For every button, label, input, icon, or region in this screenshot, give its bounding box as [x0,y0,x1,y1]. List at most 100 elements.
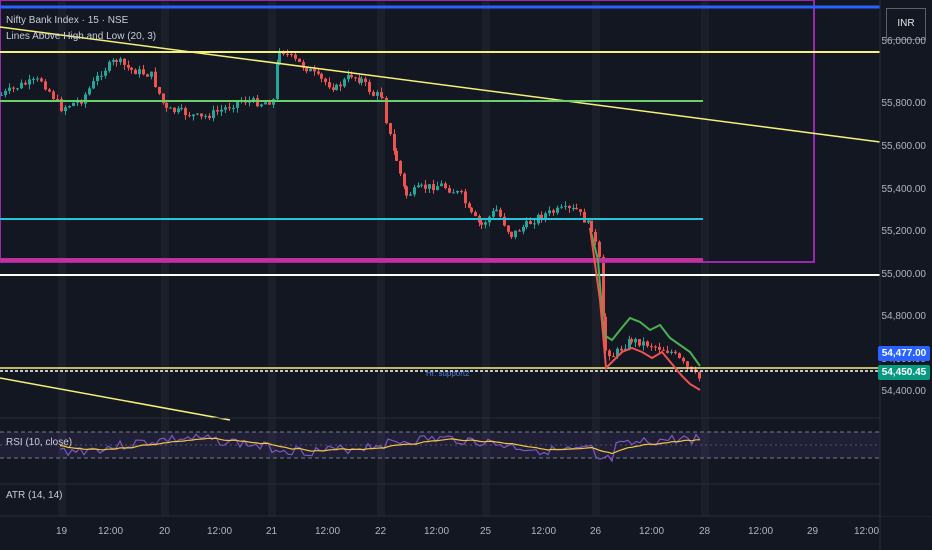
candle-body [220,109,223,112]
time-label: 19 [56,526,68,537]
time-label: 12:00 [98,526,124,537]
candle-body [604,316,607,351]
candle-body [552,210,555,213]
candle-body [602,256,605,317]
candle-body [278,51,281,64]
time-label: 12:00 [424,526,450,537]
candle-body [309,68,312,72]
candle-body [674,351,677,354]
candle-body [662,349,665,351]
candle-body [424,184,427,189]
time-label: 12:00 [315,526,341,537]
price-label: 55,800.00 [881,98,927,109]
candle-body [40,78,43,82]
candle-body [177,108,180,113]
candle-body [470,207,473,213]
candle-body [188,115,191,117]
price-label: 54,800.00 [881,311,927,322]
candle-body [583,211,586,223]
candle-body [409,194,412,196]
candle-body [612,356,615,358]
candle-body [381,97,384,99]
candle-body [80,100,83,104]
candle-body [332,87,335,90]
candle-body [368,81,371,92]
candle-body [456,190,459,193]
candle-body [196,113,199,115]
candle-body [608,350,611,357]
candle-body [420,184,423,186]
candle-body [358,77,361,83]
candle-body [514,230,517,238]
candle-body [568,206,571,208]
rsi-line [59,433,701,463]
candle-body [324,78,327,83]
price-label: 55,000.00 [881,269,927,280]
candle-body [232,107,235,109]
candle-body [192,114,195,117]
candle-body [650,346,653,348]
price-label: 54,400.00 [881,386,927,397]
candle-body [395,150,398,161]
time-label: 20 [159,526,171,537]
candle-body [146,74,149,77]
yellow-trendline-upper[interactable] [0,26,881,143]
candle-body [594,231,597,242]
candle-body [48,89,51,92]
time-label: 12:00 [854,526,880,537]
yellow-trendline-lower[interactable] [0,377,231,421]
candle-body [417,185,420,188]
candle-body [8,87,11,91]
candle-body [638,338,641,346]
candle-body [480,222,483,225]
candle-body [405,186,408,196]
candle-body [294,54,297,59]
candle-body [630,339,633,343]
time-label: 12:00 [207,526,233,537]
price-axis[interactable] [880,0,932,516]
candle-body [364,78,367,82]
candle-body [376,92,379,96]
price-label: 55,400.00 [881,184,927,195]
time-label: 12:00 [531,526,557,537]
time-label: 21 [266,526,278,537]
candle-body [313,68,316,72]
candle-body [290,54,293,56]
candle-body [474,212,477,216]
candle-body [317,71,320,74]
candle-body [484,222,487,225]
candle-body [503,216,506,226]
atr-label[interactable]: ATR (14, 14) [6,490,63,501]
price-label: 56,000.00 [881,36,927,47]
candle-body [100,75,103,77]
candle-body [32,78,35,80]
candle-body [264,102,267,105]
currency-selector[interactable]: INR [886,8,926,40]
candle-body [112,60,115,62]
candle-body [184,108,187,116]
candle-body [302,61,305,68]
candle-body [119,58,122,62]
candle-body [260,104,263,107]
candle-body [305,67,308,72]
candle-body [208,115,211,119]
candle-body [587,220,590,223]
symbol-title[interactable]: Nifty Bank Index · 15 · NSE [6,15,129,26]
candle-body [556,207,559,213]
candle-body [682,357,685,362]
candle-body [4,90,7,95]
rsi-label[interactable]: RSI (10, close) [6,437,73,448]
candle-body [522,226,525,232]
candle-body [460,190,463,192]
candle-body [448,188,451,193]
candle-body [440,183,443,187]
candle-body [96,75,99,82]
candle-body [212,110,215,119]
candle-body [389,123,392,134]
lower-envelope-line [589,227,701,391]
indicator-label[interactable]: Lines Above High and Low (20, 3) [6,31,157,42]
candle-body [20,82,23,89]
candle-body [533,223,536,225]
